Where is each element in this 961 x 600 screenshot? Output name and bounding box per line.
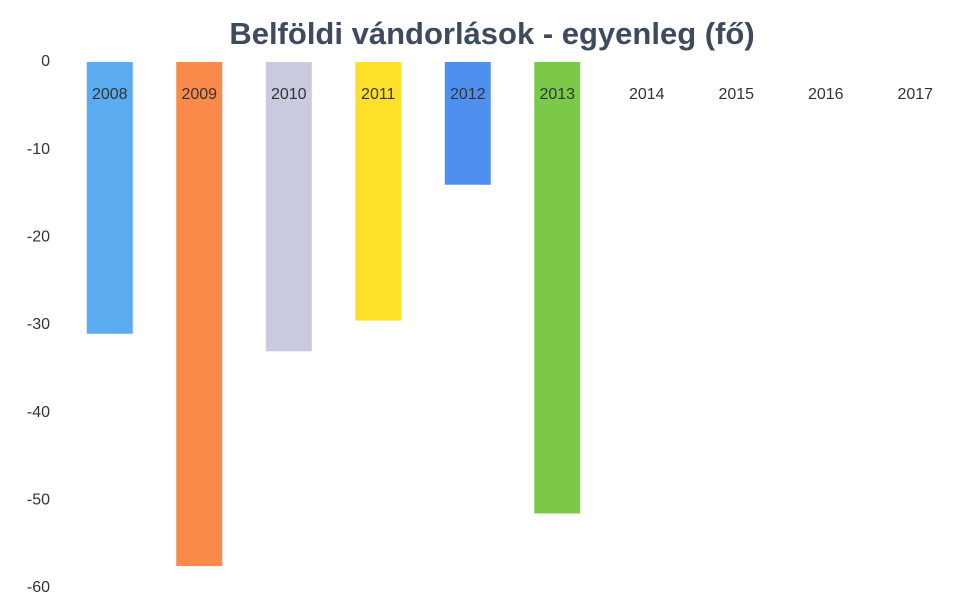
x-tick-label: 2008 [92,86,128,103]
x-tick-label: 2010 [271,86,307,103]
y-tick-label: -30 [27,316,50,333]
x-tick-label: 2016 [808,86,844,103]
y-tick-label: -20 [27,229,50,246]
bar [86,62,133,334]
chart-title: Belföldi vándorlások - egyenleg (fő) [229,16,754,51]
x-tick-label: 2013 [539,86,575,103]
y-tick-label: -60 [27,579,50,596]
y-tick-label: -40 [27,404,50,421]
x-tick-label: 2014 [629,86,665,103]
x-tick-label: 2017 [897,86,933,103]
x-tick-label: 2011 [361,86,396,103]
bar [355,62,402,321]
y-tick-label: -10 [27,141,50,158]
x-tick-label: 2015 [718,86,754,103]
bar [534,62,581,514]
x-tick-label: 2012 [450,86,486,103]
bar [444,62,491,185]
y-tick-label: -50 [27,492,50,509]
bar [176,62,223,567]
y-tick-label: 0 [41,53,50,70]
bar [265,62,312,352]
x-tick-label: 2009 [181,86,217,103]
